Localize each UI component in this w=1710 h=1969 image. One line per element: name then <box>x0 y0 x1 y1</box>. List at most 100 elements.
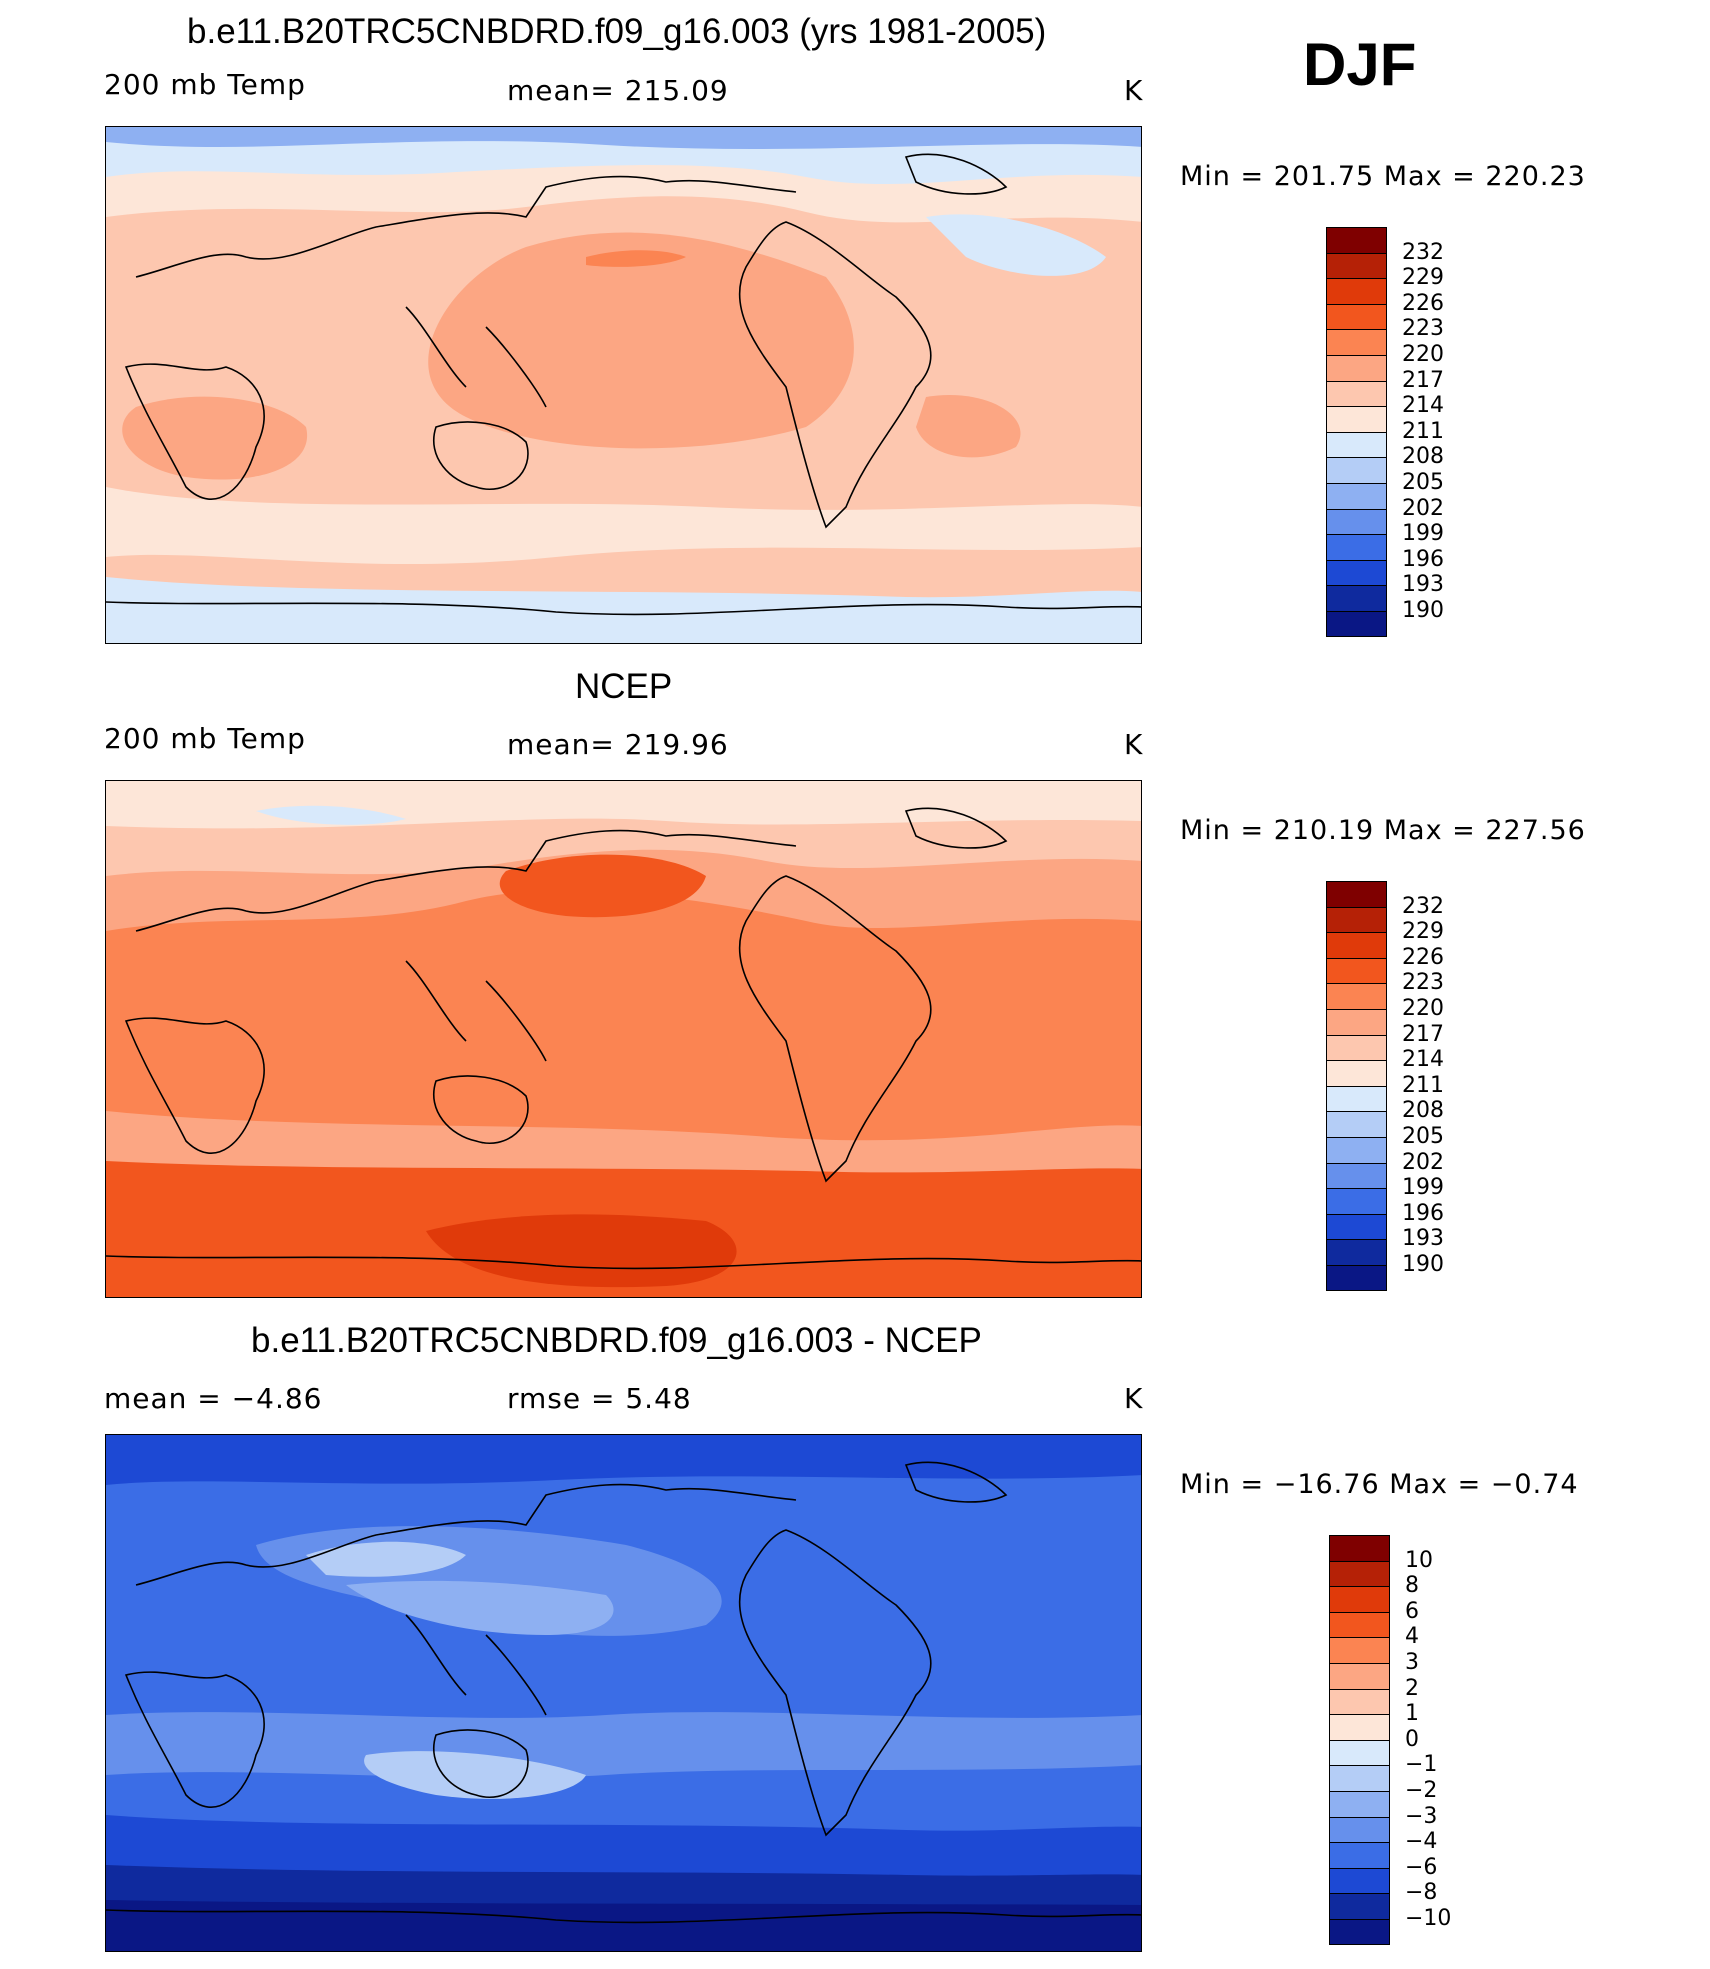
colorbar-level-label: 0 <box>1405 1726 1419 1752</box>
colorbar-level-label: 10 <box>1405 1547 1433 1573</box>
colorbar-level-label: 223 <box>1402 970 1444 996</box>
colorbar-swatch <box>1326 380 1387 407</box>
colorbar-level-label: 8 <box>1405 1573 1419 1599</box>
colorbar-level-label: 193 <box>1402 572 1444 598</box>
colorbar-swatch <box>1329 1765 1390 1792</box>
colorbar-level-label: 211 <box>1402 1072 1444 1098</box>
colorbar-level-label: −1 <box>1405 1752 1438 1778</box>
colorbar-swatch <box>1326 534 1387 561</box>
panel-1-variable-label: 200 mb Temp <box>104 68 306 101</box>
panel-1-field <box>106 127 1141 643</box>
colorbar-swatch <box>1326 1239 1387 1266</box>
colorbar-level-label: 217 <box>1402 367 1444 393</box>
colorbar-level-label: 196 <box>1402 546 1444 572</box>
colorbar-level-label: 226 <box>1402 290 1444 316</box>
colorbar-swatch <box>1326 611 1387 638</box>
panel-1-map <box>105 126 1142 644</box>
colorbar-swatch <box>1326 227 1387 254</box>
colorbar-swatch <box>1326 1213 1387 1240</box>
colorbar-level-label: 208 <box>1402 1098 1444 1124</box>
colorbar-swatch <box>1326 252 1387 279</box>
colorbar-level-label: −8 <box>1405 1880 1438 1906</box>
panel-3-coastlines <box>106 1461 1141 1924</box>
colorbar-swatch <box>1326 1188 1387 1215</box>
colorbar-swatch <box>1329 1867 1390 1894</box>
colorbar-level-label: 199 <box>1402 521 1444 547</box>
colorbar-swatch <box>1326 1162 1387 1189</box>
colorbar-swatch <box>1329 1919 1390 1946</box>
colorbar-swatch <box>1329 1714 1390 1741</box>
colorbar-level-label: 4 <box>1405 1624 1419 1650</box>
colorbar-swatch <box>1326 278 1387 305</box>
panel-1-coastlines <box>106 153 1141 616</box>
colorbar-swatch <box>1326 1009 1387 1036</box>
colorbar-swatch <box>1329 1739 1390 1766</box>
colorbar-swatch <box>1326 406 1387 433</box>
panel-1-units-label: K <box>1124 74 1144 107</box>
colorbar-swatch <box>1329 1688 1390 1715</box>
colorbar-level-label: −10 <box>1405 1906 1452 1931</box>
colorbar-level-label: −2 <box>1405 1778 1438 1803</box>
colorbar-level-label: 217 <box>1402 1021 1444 1047</box>
colorbar-level-label: 199 <box>1402 1175 1444 1201</box>
colorbar-swatch <box>1326 1137 1387 1164</box>
colorbar-swatch <box>1329 1611 1390 1638</box>
panel-3-mean-label: mean = −4.86 <box>104 1382 323 1415</box>
colorbar-level-label: 229 <box>1402 919 1444 945</box>
panel-2-minmax: Min = 210.19 Max = 227.56 <box>1180 815 1586 846</box>
panel-2-mean-label: mean= 219.96 <box>507 728 729 761</box>
colorbar-swatch <box>1326 1060 1387 1087</box>
colorbar-swatch <box>1326 1085 1387 1112</box>
colorbar-swatch <box>1329 1842 1390 1869</box>
colorbar-level-label: −6 <box>1405 1854 1438 1880</box>
panel-2-variable-label: 200 mb Temp <box>104 722 306 755</box>
colorbar-swatch <box>1326 881 1387 908</box>
panel-1-mean-label: mean= 215.09 <box>507 74 729 107</box>
panel-3-field <box>106 1435 1141 1951</box>
panel-2-coastlines <box>106 807 1141 1270</box>
colorbar-swatch <box>1329 1560 1390 1587</box>
colorbar-swatch <box>1326 457 1387 484</box>
colorbar-level-label: 6 <box>1405 1598 1419 1624</box>
colorbar-swatch <box>1329 1663 1390 1690</box>
colorbar-swatch <box>1326 508 1387 535</box>
colorbar-level-label: 202 <box>1402 1149 1444 1175</box>
colorbar-level-label: 220 <box>1402 996 1444 1021</box>
colorbar-swatch <box>1326 932 1387 959</box>
colorbar-swatch <box>1329 1816 1390 1843</box>
colorbar-swatch <box>1329 1637 1390 1664</box>
colorbar-level-label: 196 <box>1402 1200 1444 1226</box>
panel-2-map <box>105 780 1142 1298</box>
colorbar-swatch <box>1326 983 1387 1010</box>
colorbar-swatch <box>1326 483 1387 510</box>
colorbar-level-label: 1 <box>1405 1701 1419 1727</box>
colorbar-level-label: 190 <box>1402 1252 1444 1277</box>
colorbar-level-label: 229 <box>1402 265 1444 291</box>
panel-3-title: b.e11.B20TRC5CNBDRD.f09_g16.003 - NCEP <box>251 1321 982 1360</box>
colorbar-swatch <box>1329 1791 1390 1818</box>
colorbar-level-label: 214 <box>1402 393 1444 419</box>
colorbar-swatch <box>1326 355 1387 382</box>
colorbar-swatch <box>1329 1535 1390 1562</box>
colorbar-level-label: 190 <box>1402 598 1444 623</box>
panel-2-units-label: K <box>1124 728 1144 761</box>
colorbar-swatch <box>1329 1893 1390 1920</box>
colorbar-level-label: 232 <box>1402 893 1444 919</box>
panel-1-title: b.e11.B20TRC5CNBDRD.f09_g16.003 (yrs 198… <box>187 12 1047 51</box>
colorbar-swatch <box>1326 957 1387 984</box>
panel-3-rmse-label: rmse = 5.48 <box>507 1382 692 1415</box>
colorbar-swatch <box>1326 1034 1387 1061</box>
colorbar-level-label: 208 <box>1402 444 1444 470</box>
panel-3-minmax: Min = −16.76 Max = −0.74 <box>1180 1469 1579 1500</box>
colorbar-level-label: 211 <box>1402 418 1444 444</box>
colorbar-level-label: 223 <box>1402 316 1444 342</box>
colorbar-level-label: 2 <box>1405 1675 1419 1701</box>
colorbar-level-label: 193 <box>1402 1226 1444 1252</box>
colorbar-swatch <box>1326 559 1387 586</box>
colorbar-level-label: 202 <box>1402 495 1444 521</box>
panel-3-units-label: K <box>1124 1382 1144 1415</box>
panel-2-title: NCEP <box>575 667 673 706</box>
colorbar-level-label: 220 <box>1402 342 1444 367</box>
colorbar-level-label: −4 <box>1405 1829 1438 1855</box>
colorbar-swatch <box>1326 431 1387 458</box>
